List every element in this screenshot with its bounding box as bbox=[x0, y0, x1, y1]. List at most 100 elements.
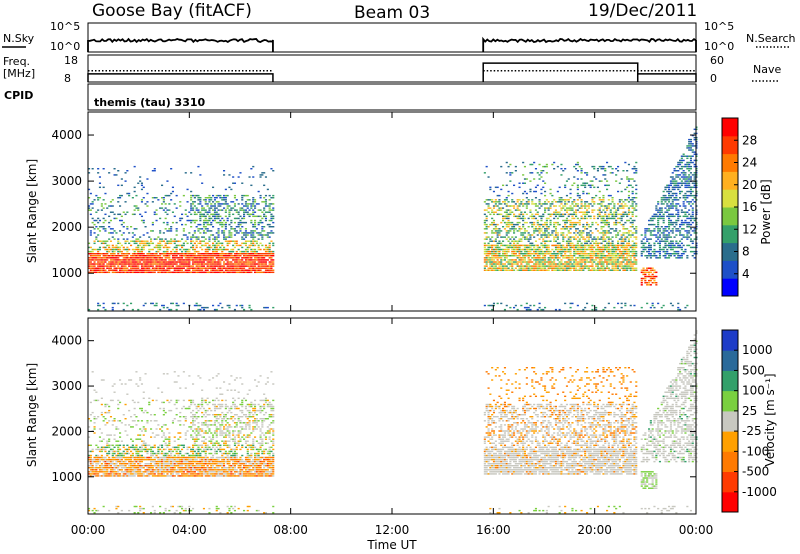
heatmap-cell bbox=[91, 255, 94, 257]
heatmap-cell bbox=[513, 232, 516, 234]
heatmap-cell bbox=[531, 244, 534, 247]
heatmap-cell bbox=[95, 257, 98, 259]
heatmap-cell bbox=[531, 242, 534, 245]
heatmap-cell bbox=[554, 234, 558, 236]
heatmap-cell bbox=[631, 244, 634, 247]
heatmap-cell bbox=[567, 259, 570, 261]
heatmap-cell bbox=[538, 230, 541, 232]
heatmap-cell bbox=[210, 257, 213, 259]
heatmap-cell bbox=[602, 250, 605, 253]
heatmap-cell bbox=[573, 238, 576, 240]
heatmap-cell bbox=[217, 213, 220, 216]
heatmap-cell bbox=[617, 246, 620, 249]
heatmap-cell bbox=[142, 186, 145, 189]
heatmap-cell bbox=[629, 244, 632, 247]
heatmap-cell bbox=[137, 246, 140, 249]
heatmap-cell bbox=[257, 255, 260, 257]
heatmap-cell bbox=[115, 257, 118, 259]
heatmap-cell bbox=[648, 230, 651, 232]
heatmap-cell bbox=[649, 253, 652, 255]
heatmap-cell bbox=[569, 209, 572, 211]
heatmap-cell bbox=[511, 172, 514, 174]
heatmap-cell bbox=[565, 226, 569, 228]
heatmap-cell bbox=[564, 236, 567, 238]
heatmap-cell bbox=[243, 234, 246, 236]
heatmap-cell bbox=[197, 238, 200, 240]
heatmap-cell bbox=[595, 257, 598, 259]
heatmap-cell bbox=[679, 205, 682, 207]
heatmap-cell bbox=[206, 219, 209, 222]
heatmap-cell bbox=[104, 271, 107, 274]
heatmap-cell bbox=[635, 170, 638, 172]
heatmap-cell bbox=[562, 234, 565, 236]
heatmap-cell bbox=[144, 257, 147, 259]
heatmap-cell bbox=[204, 269, 207, 271]
heatmap-cell bbox=[104, 228, 107, 230]
heatmap-cell bbox=[268, 269, 271, 271]
heatmap-cell bbox=[264, 269, 268, 271]
heatmap-cell bbox=[252, 201, 255, 203]
heatmap-cell bbox=[553, 267, 556, 269]
heatmap-cell bbox=[184, 271, 187, 274]
heatmap-cell bbox=[88, 205, 91, 207]
heatmap-cell bbox=[233, 209, 237, 211]
heatmap-cell bbox=[201, 271, 204, 274]
heatmap-cell bbox=[115, 255, 118, 257]
heatmap-cell bbox=[171, 263, 175, 265]
heatmap-cell bbox=[525, 302, 528, 305]
heatmap-cell bbox=[89, 230, 92, 232]
heatmap-cell bbox=[210, 217, 213, 220]
heatmap-cell bbox=[89, 271, 92, 274]
heatmap-cell bbox=[509, 246, 512, 249]
heatmap-cell bbox=[264, 176, 268, 178]
heatmap-cell bbox=[115, 267, 118, 269]
heatmap-cell bbox=[551, 201, 554, 203]
heatmap-cell bbox=[98, 265, 102, 267]
heatmap-cell bbox=[241, 182, 244, 184]
heatmap-cell bbox=[505, 211, 508, 213]
heatmap-cell bbox=[586, 217, 589, 220]
heatmap-cell bbox=[633, 259, 636, 261]
heatmap-cell bbox=[97, 267, 100, 269]
heatmap-cell bbox=[593, 267, 596, 269]
heatmap-cell bbox=[558, 205, 561, 207]
heatmap-cell bbox=[137, 261, 140, 263]
heatmap-cell bbox=[502, 265, 505, 267]
heatmap-cell bbox=[545, 223, 548, 226]
heatmap-cell bbox=[119, 255, 122, 257]
heatmap-cell bbox=[520, 257, 523, 259]
heatmap-cell bbox=[164, 250, 167, 253]
heatmap-cell bbox=[91, 207, 94, 209]
heatmap-cell bbox=[226, 304, 229, 307]
heatmap-cell bbox=[513, 242, 516, 245]
heatmap-cell bbox=[607, 217, 610, 220]
heatmap-cell bbox=[553, 236, 556, 238]
heatmap-cell bbox=[162, 269, 165, 271]
heatmap-cell bbox=[660, 232, 663, 234]
heatmap-cell bbox=[264, 244, 268, 247]
heatmap-cell bbox=[192, 271, 195, 274]
heatmap-cell bbox=[243, 269, 246, 271]
heatmap-cell bbox=[491, 211, 494, 213]
heatmap-cell bbox=[266, 271, 269, 274]
heatmap-cell bbox=[677, 244, 680, 247]
heatmap-cell bbox=[529, 209, 532, 211]
heatmap-cell bbox=[202, 308, 206, 311]
heatmap-cell bbox=[671, 207, 674, 209]
heatmap-cell bbox=[248, 176, 251, 178]
heatmap-cell bbox=[575, 253, 578, 255]
heatmap-cell bbox=[584, 255, 587, 257]
heatmap-cell bbox=[688, 138, 691, 141]
heatmap-cell bbox=[544, 263, 547, 265]
heatmap-cell bbox=[664, 240, 667, 242]
heatmap-cell bbox=[564, 201, 567, 203]
heatmap-cell bbox=[115, 269, 118, 271]
heatmap-cell bbox=[595, 228, 598, 230]
heatmap-cell bbox=[653, 279, 656, 282]
heatmap-cell bbox=[190, 209, 193, 211]
heatmap-cell bbox=[657, 238, 660, 240]
heatmap-cell bbox=[604, 234, 607, 236]
heatmap-cell bbox=[689, 223, 693, 226]
heatmap-cell bbox=[547, 261, 550, 263]
heatmap-cell bbox=[618, 257, 621, 259]
